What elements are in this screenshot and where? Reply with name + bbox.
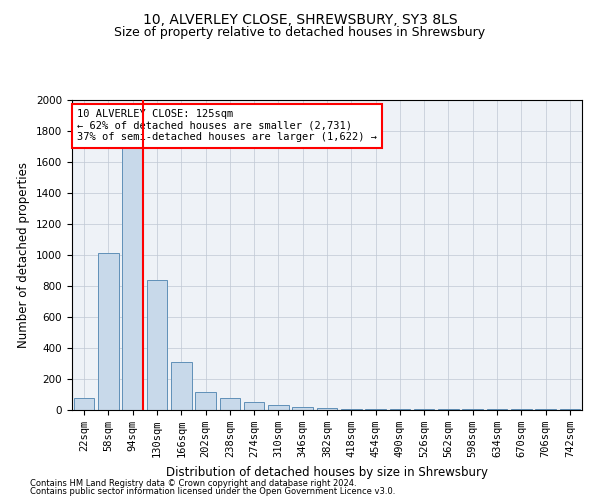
Bar xyxy=(511,409,532,410)
Text: 10, ALVERLEY CLOSE, SHREWSBURY, SY3 8LS: 10, ALVERLEY CLOSE, SHREWSBURY, SY3 8LS xyxy=(143,12,457,26)
Text: Contains HM Land Registry data © Crown copyright and database right 2024.: Contains HM Land Registry data © Crown c… xyxy=(30,478,356,488)
Bar xyxy=(535,409,556,410)
Bar xyxy=(341,409,362,410)
Bar xyxy=(317,408,337,410)
Bar xyxy=(122,117,143,410)
Bar xyxy=(146,280,167,410)
Text: 10 ALVERLEY CLOSE: 125sqm
← 62% of detached houses are smaller (2,731)
37% of se: 10 ALVERLEY CLOSE: 125sqm ← 62% of detac… xyxy=(77,110,377,142)
Bar xyxy=(244,402,265,410)
Bar xyxy=(414,409,434,410)
Bar xyxy=(98,254,119,410)
Bar xyxy=(365,409,386,410)
X-axis label: Distribution of detached houses by size in Shrewsbury: Distribution of detached houses by size … xyxy=(166,466,488,478)
Bar xyxy=(438,409,459,410)
Bar xyxy=(292,407,313,410)
Bar xyxy=(171,362,191,410)
Bar xyxy=(220,398,240,410)
Bar xyxy=(560,409,580,410)
Bar xyxy=(268,406,289,410)
Bar xyxy=(463,409,483,410)
Bar xyxy=(389,409,410,410)
Y-axis label: Number of detached properties: Number of detached properties xyxy=(17,162,31,348)
Text: Size of property relative to detached houses in Shrewsbury: Size of property relative to detached ho… xyxy=(115,26,485,39)
Bar xyxy=(195,392,216,410)
Bar xyxy=(487,409,508,410)
Bar xyxy=(74,398,94,410)
Text: Contains public sector information licensed under the Open Government Licence v3: Contains public sector information licen… xyxy=(30,487,395,496)
